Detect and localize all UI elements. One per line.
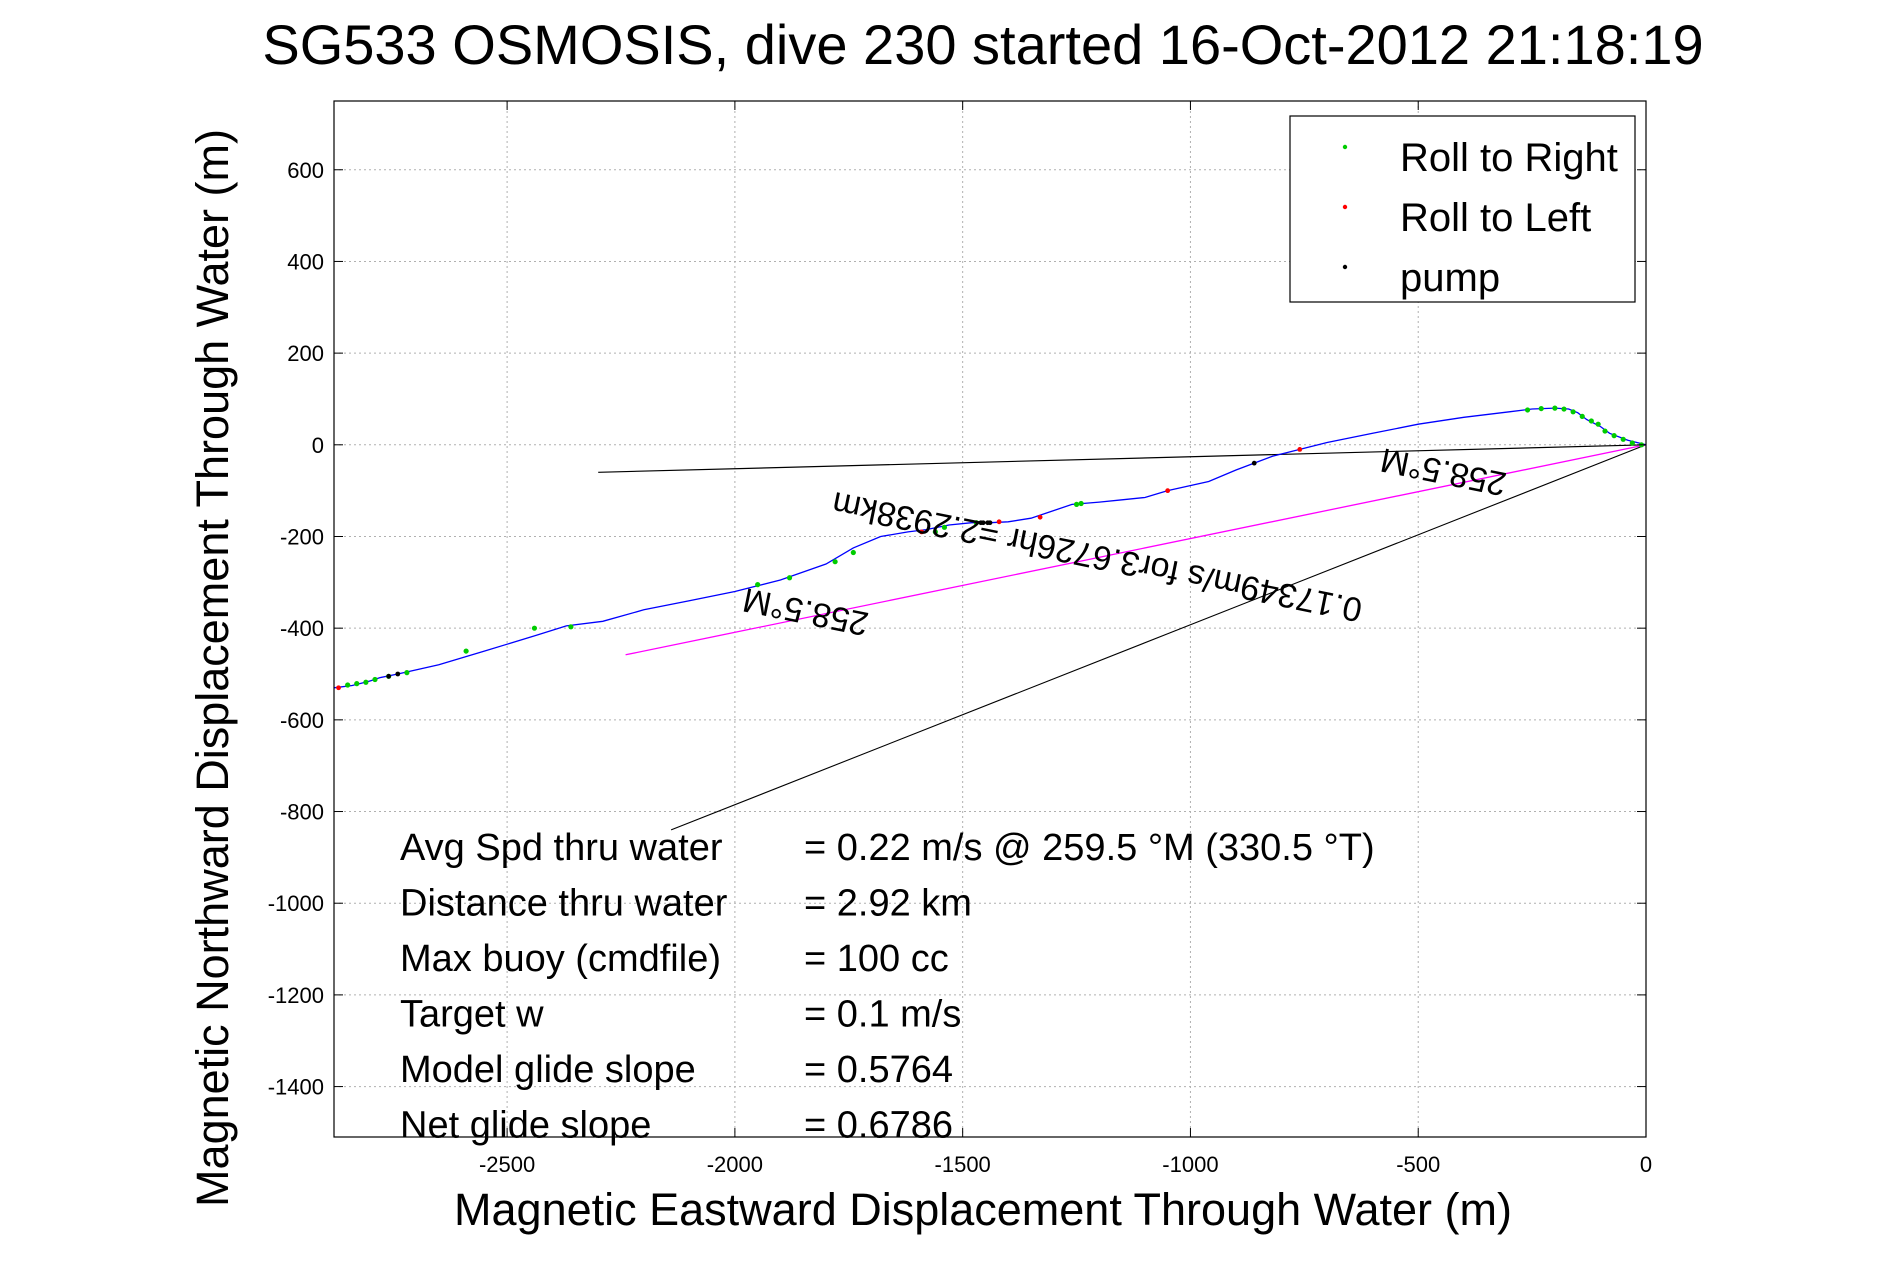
y-tick-label: -1000 <box>268 891 324 916</box>
roll-right-point <box>1561 406 1567 412</box>
roll-right-point <box>531 625 538 631</box>
pump-point <box>395 671 401 677</box>
tick-labels: -2500 -2000 -1500 -1000 -500 0 600 400 200 0 -200 -… <box>268 158 1652 1177</box>
chart-title: SG533 OSMOSIS, dive 230 started 16-Oct-2… <box>262 13 1703 76</box>
x-axis-label: Magnetic Eastward Displacement Through W… <box>454 1184 1512 1235</box>
roll-right-point <box>345 682 351 688</box>
x-tick-label: -500 <box>1396 1152 1440 1177</box>
pump-point <box>985 520 991 526</box>
plot-lines <box>333 407 1647 831</box>
track-line <box>333 407 1647 689</box>
roll-right-point <box>372 676 378 683</box>
pump-point <box>386 673 392 679</box>
info-value: = 100 cc <box>804 938 949 980</box>
info-label: Model glide slope <box>400 1049 696 1091</box>
roll-left-point <box>919 529 925 535</box>
roll-right-point <box>568 624 574 630</box>
pump-point <box>1251 460 1257 466</box>
info-label: Distance thru water <box>400 883 728 925</box>
info-value: = 0.22 m/s @ 259.5 °M (330.5 °T) <box>804 827 1375 869</box>
roll-right-point <box>363 679 369 685</box>
axes <box>333 100 1647 1138</box>
gridlines <box>334 101 1647 1137</box>
roll-right-point <box>1524 407 1531 413</box>
roll-right-point <box>354 681 360 687</box>
roll-left-point <box>336 685 341 691</box>
roll-left-point <box>996 519 1002 525</box>
roll-right-point <box>1538 405 1544 412</box>
y-tick-label: -1400 <box>268 1075 324 1100</box>
y-tick-label: 600 <box>287 158 324 183</box>
roll-right-point <box>1588 418 1594 424</box>
roll-right-point <box>1570 409 1576 415</box>
roll-right-point <box>941 524 948 530</box>
roll-right-point <box>755 582 761 588</box>
info-block: Avg Spd thru water = 0.22 m/s @ 259.5 °M … <box>400 827 1375 1147</box>
legend-marker <box>1342 144 1348 150</box>
y-tick-label: -1200 <box>268 983 324 1008</box>
x-tick-label: -1000 <box>1162 1152 1218 1177</box>
roll-right-point <box>404 670 410 676</box>
y-axis-label: Magnetic Northward Displacement Through … <box>187 129 238 1207</box>
roll-right-point <box>1078 500 1084 507</box>
roll-right-point <box>1629 440 1635 446</box>
roll-right-point <box>1602 428 1608 434</box>
y-tick-label: 0 <box>312 433 324 458</box>
roll-right-point <box>1595 421 1601 427</box>
roll-right-point <box>1073 501 1080 507</box>
roll-right-point <box>1552 405 1558 411</box>
roll-left-point <box>1165 488 1171 494</box>
info-label: Max buoy (cmdfile) <box>400 938 721 980</box>
info-label: Avg Spd thru water <box>400 827 723 869</box>
heading-line <box>598 444 1647 473</box>
roll-right-point <box>1620 436 1626 442</box>
info-label: Target w <box>400 994 544 1036</box>
pump-point <box>978 520 984 526</box>
roll-right-point <box>1579 413 1585 419</box>
legend-label: Roll to Right <box>1400 136 1618 180</box>
info-value: = 0.6786 <box>804 1105 953 1147</box>
roll-left-point <box>1297 446 1303 452</box>
y-tick-label: 200 <box>287 341 324 366</box>
plot-frame <box>333 100 1647 1138</box>
x-tick-label: 0 <box>1640 1152 1652 1177</box>
x-tick-label: -2500 <box>479 1152 535 1177</box>
roll-right-point <box>832 559 838 565</box>
y-tick-label: -800 <box>280 800 324 825</box>
roll-right-point <box>973 520 979 526</box>
legend-marker <box>1342 264 1348 270</box>
roll-right-point <box>786 575 793 581</box>
current-line <box>625 444 1647 656</box>
info-value: = 0.1 m/s <box>804 994 961 1036</box>
legend: Roll to Right Roll to Left pump <box>1289 115 1636 303</box>
leader-line <box>670 444 1647 831</box>
info-value: = 2.92 km <box>804 883 972 925</box>
x-tick-label: -1500 <box>935 1152 991 1177</box>
info-label: Net glide slope <box>400 1105 651 1147</box>
x-tick-label: -2000 <box>707 1152 763 1177</box>
roll-right-point <box>463 648 469 654</box>
legend-label: pump <box>1400 256 1500 300</box>
legend-marker <box>1342 204 1348 210</box>
y-tick-label: -400 <box>280 616 324 641</box>
info-value: = 0.5764 <box>804 1049 953 1091</box>
roll-right-point <box>932 529 938 535</box>
y-tick-label: -200 <box>280 524 324 549</box>
y-tick-label: -600 <box>280 708 324 733</box>
legend-label: Roll to Left <box>1400 196 1591 240</box>
y-tick-label: 400 <box>287 249 324 274</box>
roll-left-point <box>1037 514 1043 520</box>
roll-right-point <box>850 549 856 556</box>
legend-box <box>1289 115 1636 303</box>
roll-right-point <box>1611 433 1617 439</box>
